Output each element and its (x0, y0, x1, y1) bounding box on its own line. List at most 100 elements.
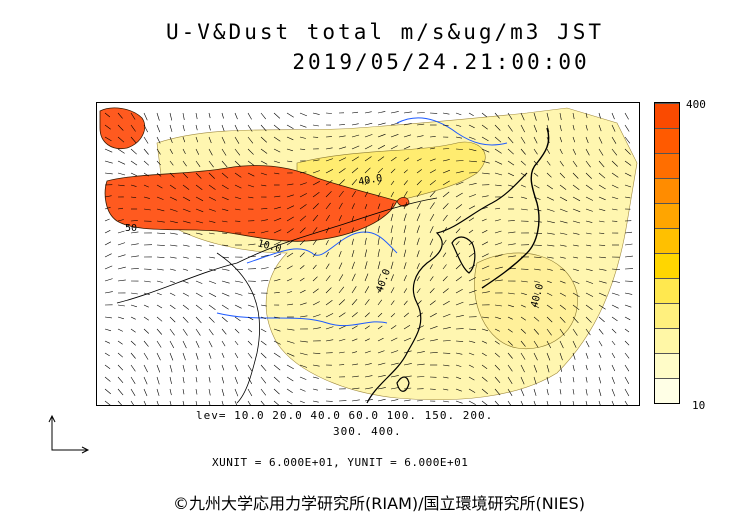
wind-arrow (559, 220, 568, 224)
wind-arrow (390, 213, 394, 222)
wind-arrow (585, 280, 594, 284)
wind-arrow (468, 376, 475, 381)
wind-arrow (403, 202, 408, 210)
colorbar-swatch (655, 303, 679, 328)
wind-arrow (559, 364, 562, 372)
wind-arrow (195, 304, 203, 311)
wind-arrow (598, 184, 606, 190)
wind-arrow (117, 364, 124, 371)
wind-arrow (221, 232, 228, 234)
wind-arrow (481, 230, 488, 234)
wind-arrow (429, 264, 433, 270)
wind-arrow (481, 388, 488, 395)
wind-arrow (364, 387, 373, 390)
wind-arrow (195, 220, 204, 224)
wind-arrow (455, 264, 462, 270)
wind-arrow (533, 220, 542, 223)
wind-arrow (377, 398, 386, 402)
wind-arrow (299, 289, 306, 294)
wind-arrow (442, 112, 450, 115)
wind-arrow (156, 364, 161, 373)
wind-arrow (572, 256, 579, 259)
wind-arrow (234, 196, 242, 200)
wind-arrow (507, 148, 514, 155)
wind-arrow (117, 328, 123, 332)
wind-arrow (494, 230, 502, 234)
wind-arrow (273, 124, 281, 131)
wind-arrow (507, 243, 516, 246)
wind-arrow (520, 208, 528, 211)
wind-arrow (416, 158, 422, 162)
wind-arrow (442, 169, 451, 174)
wind-arrow (143, 148, 149, 155)
wind-arrow (416, 123, 425, 126)
wind-arrow (468, 340, 476, 343)
wind-arrow (247, 136, 254, 144)
wind-arrow (624, 292, 633, 295)
wind-arrow (221, 160, 228, 168)
wind-arrow (325, 339, 334, 342)
wind-arrow (351, 399, 360, 402)
wind-arrow (130, 220, 138, 222)
wind-arrow (468, 136, 476, 140)
wind-arrow (260, 316, 266, 319)
wind-arrow (559, 340, 564, 349)
wind-arrow (208, 340, 213, 348)
wind-arrow (286, 228, 294, 234)
wind-arrow (559, 112, 562, 120)
wind-arrow (143, 196, 150, 199)
colorbar-swatch (655, 203, 679, 228)
wind-arrow (169, 112, 173, 121)
wind-arrow (195, 388, 198, 395)
wind-arrow (546, 124, 550, 132)
wind-arrow (260, 124, 267, 132)
wind-arrow (611, 160, 618, 167)
wind-arrow (195, 196, 204, 202)
wind-arrow (286, 136, 294, 141)
wind-arrow (390, 313, 396, 318)
wind-arrow (312, 301, 320, 306)
chart-title: U-V&Dust total m/s&ug/m3 JST (165, 20, 604, 44)
wind-arrow (208, 148, 213, 156)
wind-arrow (455, 240, 460, 246)
wind-arrow (403, 111, 412, 114)
wind-arrow (377, 203, 381, 210)
wind-arrow (286, 265, 293, 270)
wind-arrow (572, 124, 575, 131)
wind-arrow (533, 184, 540, 189)
wind-arrow (546, 160, 551, 166)
wind-arrow (130, 400, 136, 408)
wind-arrow (351, 250, 355, 258)
wind-arrow (403, 375, 412, 378)
wind-arrow (247, 304, 255, 308)
wind-arrow (286, 124, 294, 129)
wind-arrow (520, 112, 525, 121)
wind-arrow (572, 220, 581, 224)
wind-arrow (273, 279, 281, 282)
wind-arrow (130, 231, 139, 234)
wind-arrow (260, 304, 267, 307)
wind-arrow (611, 388, 616, 397)
wind-arrow (273, 172, 280, 175)
wind-arrow (442, 214, 448, 222)
wind-arrow (195, 172, 202, 179)
wind-arrow (364, 237, 367, 246)
colorbar-swatch (655, 153, 679, 178)
wind-arrow (312, 181, 320, 186)
wind-arrow (494, 352, 500, 358)
wind-arrow (416, 237, 420, 246)
wind-arrow (585, 400, 588, 409)
wind-arrow (156, 244, 165, 246)
wind-arrow (325, 214, 330, 222)
wind-arrow (390, 111, 399, 114)
wind-arrow (286, 252, 294, 258)
wind-arrow (234, 352, 239, 359)
wind-arrow (221, 292, 230, 297)
river-yellow (246, 231, 398, 264)
wind-arrow (260, 364, 267, 372)
wind-arrow (416, 400, 423, 402)
wind-arrow (299, 112, 308, 117)
wind-arrow (143, 340, 149, 347)
wind-arrow (286, 291, 293, 294)
map-canvas: 40.0 40.0 40.0 10.0 50 (99, 107, 638, 409)
